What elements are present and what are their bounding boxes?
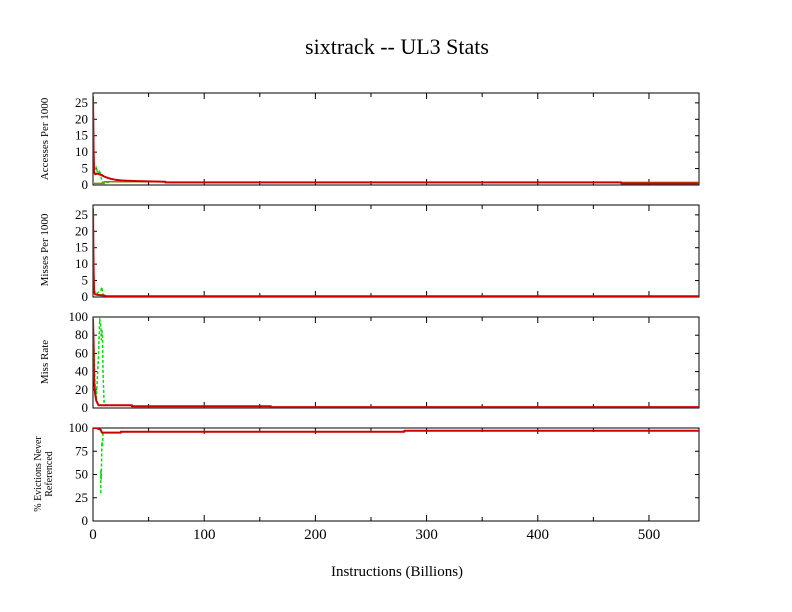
y-tick-label-misses: 20 [75,223,88,238]
x-tick-label: 500 [638,527,661,543]
panel-evictions: % Evictions Never Referenced 0 25 50 75 100 0… [33,420,700,543]
y-tick-label-misses: 25 [75,207,88,222]
series-group-misses [93,208,699,297]
y-tick-label-evictions: 100 [69,420,89,435]
ylabel-evictions-line2: Referenced [44,451,55,497]
series-line-misses-1 [93,208,699,297]
y-tick-label-accesses: 20 [75,111,88,126]
ylabel-accesses: Accesses Per 1000 [39,97,51,180]
y-tick-label-misses: 10 [75,256,88,271]
ylabel-miss-rate: Miss Rate [39,340,51,384]
y-tick-label-accesses: 5 [82,161,89,176]
y-tick-label-accesses: 10 [75,144,88,159]
y-tick-label-misses: 5 [82,273,89,288]
y-tick-label-evictions: 50 [75,467,88,482]
y-tick-label-evictions: 25 [75,490,88,505]
y-tick-label-miss-rate: 80 [75,327,88,342]
panel-miss-rate: Miss Rate 0 20 40 60 80 100 [39,309,700,415]
y-tick-label-accesses: 0 [82,177,89,192]
series-group-miss-rate [93,318,699,408]
x-tick-label: 400 [527,527,550,543]
x-axis-label: Instructions (Billions) [331,564,463,580]
x-tick-label: 300 [415,527,438,543]
y-tick-label-misses: 0 [82,289,89,304]
y-tick-label-miss-rate: 40 [75,364,88,379]
series-line-evictions-1 [93,428,699,434]
y-tick-label-miss-rate: 60 [75,345,88,360]
chart-title: sixtrack -- UL3 Stats [305,34,489,59]
y-tick-label-evictions: 75 [75,443,88,458]
x-tick-label: 0 [89,527,97,543]
y-tick-label-evictions: 0 [82,513,89,528]
series-line-miss-rate-1 [93,318,699,408]
series-group-accesses [93,96,699,185]
x-tick-label: 100 [193,527,216,543]
ylabel-evictions-line1: % Evictions Never [33,436,44,512]
series-line-evictions-0 [100,432,104,494]
y-tick-label-accesses: 15 [75,128,88,143]
x-tick-label: 200 [304,527,327,543]
y-tick-label-misses: 15 [75,240,88,255]
y-tick-label-accesses: 25 [75,95,88,110]
y-tick-label-miss-rate: 100 [69,309,89,324]
ylabel-misses: Misses Per 1000 [39,213,51,286]
y-tick-label-miss-rate: 20 [75,382,88,397]
series-line-accesses-0 [93,96,110,185]
y-tick-label-miss-rate: 0 [82,400,89,415]
series-group-evictions [93,428,699,494]
series-line-accesses-2 [93,96,699,185]
